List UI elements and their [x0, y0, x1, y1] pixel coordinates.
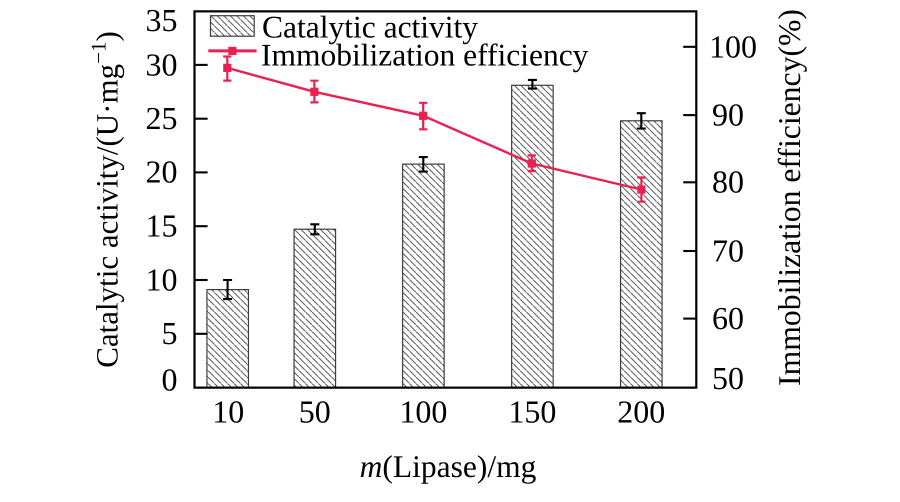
- svg-text:80: 80: [712, 164, 744, 200]
- svg-text:20: 20: [146, 154, 178, 190]
- svg-text:90: 90: [712, 96, 744, 132]
- svg-text:150: 150: [508, 394, 556, 430]
- svg-text:5: 5: [162, 315, 178, 351]
- svg-text:m(Lipase)/mg: m(Lipase)/mg: [360, 449, 537, 484]
- svg-text:35: 35: [146, 2, 178, 38]
- svg-text:Immobilization efficiency(%): Immobilization efficiency(%): [772, 9, 807, 386]
- svg-text:60: 60: [712, 300, 744, 336]
- svg-text:Immobilization efficiency: Immobilization efficiency: [261, 38, 589, 73]
- svg-text:30: 30: [146, 46, 178, 82]
- svg-text:Catalytic activity/(U·mg−1): Catalytic activity/(U·mg−1): [87, 31, 125, 368]
- svg-text:70: 70: [712, 232, 744, 268]
- svg-text:25: 25: [146, 100, 178, 136]
- svg-text:0: 0: [162, 362, 178, 398]
- svg-text:100: 100: [709, 29, 757, 65]
- svg-text:15: 15: [146, 208, 178, 244]
- svg-text:10: 10: [146, 261, 178, 297]
- svg-text:50: 50: [299, 394, 331, 430]
- svg-text:100: 100: [399, 394, 447, 430]
- svg-text:50: 50: [712, 360, 744, 396]
- svg-text:200: 200: [617, 394, 665, 430]
- svg-text:Catalytic activity: Catalytic activity: [262, 10, 478, 45]
- svg-text:10: 10: [212, 394, 244, 430]
